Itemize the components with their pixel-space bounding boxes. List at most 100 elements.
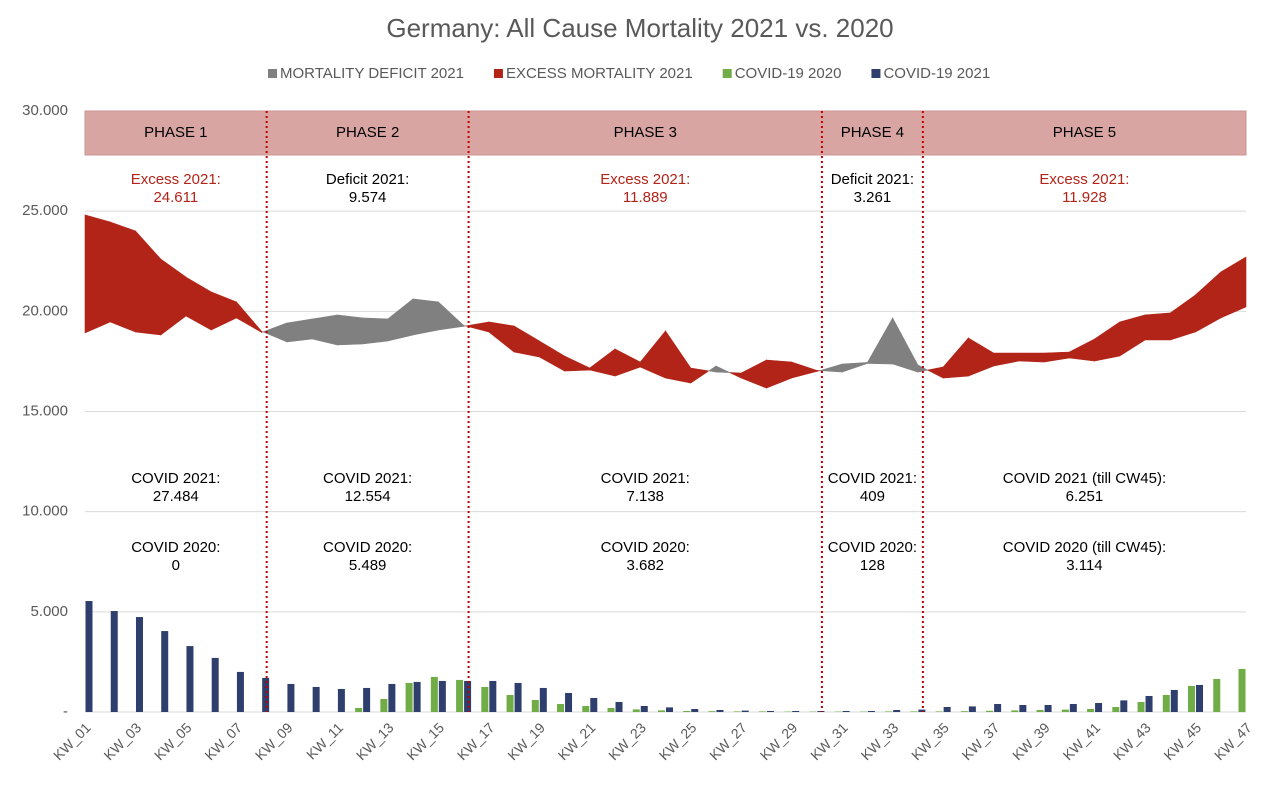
mortality-label: Excess 2021: xyxy=(600,171,690,188)
bar xyxy=(531,699,539,712)
bar xyxy=(994,703,1002,712)
bar xyxy=(481,686,489,712)
mortality-segment xyxy=(740,359,767,389)
x-tick-label: KW_21 xyxy=(555,719,599,763)
bar xyxy=(312,686,320,712)
bar xyxy=(287,683,295,712)
bar xyxy=(691,708,699,712)
x-tick-label: KW_03 xyxy=(100,719,144,763)
bar xyxy=(1213,678,1221,712)
y-tick-label: 25.000 xyxy=(22,202,68,219)
covid-2021-label: COVID 2021: xyxy=(323,470,412,487)
bar xyxy=(1145,695,1153,712)
bar xyxy=(986,710,994,712)
mortality-segment xyxy=(892,317,919,373)
bar xyxy=(355,707,363,712)
covid-2021-value: 12.554 xyxy=(345,488,391,505)
x-tick-label: KW_27 xyxy=(706,719,750,763)
mortality-segment xyxy=(564,355,591,372)
bar xyxy=(405,682,413,712)
mortality-segment xyxy=(791,361,818,379)
y-tick-label: 30.000 xyxy=(22,102,68,119)
bar xyxy=(1112,706,1120,712)
covid-2021-value: 6.251 xyxy=(1066,488,1104,505)
bar xyxy=(135,617,143,712)
x-tick-label: KW_45 xyxy=(1160,719,1204,763)
bar xyxy=(893,709,901,712)
x-tick-label: KW_11 xyxy=(303,719,346,762)
legend-swatch xyxy=(493,69,503,78)
covid-2020-label: COVID 2020: xyxy=(323,539,412,556)
mortality-segment xyxy=(1069,338,1095,362)
legend-label: MORTALITY DEFICIT 2021 xyxy=(280,65,464,82)
legend-label: EXCESS MORTALITY 2021 xyxy=(506,65,693,82)
mortality-segment xyxy=(463,324,466,327)
bar xyxy=(716,709,724,712)
bar xyxy=(1061,709,1069,712)
mortality-segment xyxy=(311,314,338,346)
mortality-value: 11.928 xyxy=(1062,189,1107,206)
bar xyxy=(1036,709,1044,712)
bar xyxy=(935,711,943,712)
x-tick-label: KW_41 xyxy=(1060,719,1104,763)
x-tick-label: KW_07 xyxy=(201,719,245,763)
legend-label: COVID-19 2020 xyxy=(735,65,842,82)
bar xyxy=(1044,704,1052,712)
mortality-segment xyxy=(488,321,515,353)
bar xyxy=(413,681,421,712)
x-tick-label: KW_43 xyxy=(1110,719,1154,763)
bar xyxy=(1095,702,1103,712)
phase-label: PHASE 4 xyxy=(841,124,904,141)
mortality-segment xyxy=(1220,256,1247,319)
bar xyxy=(1238,668,1246,712)
bar xyxy=(733,711,741,712)
x-tick-label: KW_09 xyxy=(252,719,296,763)
phase-label: PHASE 2 xyxy=(336,124,399,141)
covid-2020-value: 0 xyxy=(172,557,180,574)
bar xyxy=(85,601,93,712)
bar xyxy=(539,687,547,712)
x-tick-label: KW_13 xyxy=(353,719,397,763)
bar xyxy=(666,707,673,712)
mortality-segment xyxy=(614,348,641,377)
mortality-segment xyxy=(109,221,136,333)
bar xyxy=(683,710,691,712)
covid-2020-value: 5.489 xyxy=(349,557,387,574)
mortality-segment xyxy=(942,337,969,379)
bar xyxy=(658,710,665,712)
covid-2021-label: COVID 2021: xyxy=(131,470,220,487)
bar xyxy=(842,710,850,712)
x-tick-label: KW_37 xyxy=(959,719,1003,763)
covid-2020-label: COVID 2020: xyxy=(828,539,917,556)
x-tick-label: KW_01 xyxy=(50,719,94,763)
bar xyxy=(607,707,615,712)
mortality-segment xyxy=(690,367,710,384)
mortality-segment xyxy=(729,372,742,379)
mortality-segment xyxy=(387,298,414,342)
x-tick-label: KW_15 xyxy=(403,719,447,763)
x-tick-label: KW_33 xyxy=(858,719,902,763)
bar xyxy=(960,711,968,712)
legend-label: COVID-19 2021 xyxy=(883,65,990,82)
covid-2021-label: COVID 2021: xyxy=(828,470,917,487)
covid-2020-label: COVID 2020: xyxy=(131,539,220,556)
mortality-segment xyxy=(412,298,439,336)
bar xyxy=(1120,700,1128,712)
mortality-segment xyxy=(1043,351,1070,363)
mortality-segment xyxy=(639,330,666,379)
bar xyxy=(1069,703,1077,712)
mortality-segment xyxy=(337,314,363,346)
mortality-value: 9.574 xyxy=(349,189,387,206)
covid-2020-value: 3.114 xyxy=(1066,557,1102,574)
mortality-segment xyxy=(816,370,820,372)
mortality-segment xyxy=(210,291,237,331)
bar xyxy=(968,706,976,712)
y-tick-label: - xyxy=(63,703,68,720)
legend-swatch xyxy=(722,69,732,78)
bar xyxy=(1188,685,1196,712)
mortality-segment xyxy=(589,348,616,377)
phase-label: PHASE 5 xyxy=(1053,124,1116,141)
mortality-label: Deficit 2021: xyxy=(831,171,914,188)
bar xyxy=(885,711,893,712)
bar xyxy=(1162,694,1170,712)
